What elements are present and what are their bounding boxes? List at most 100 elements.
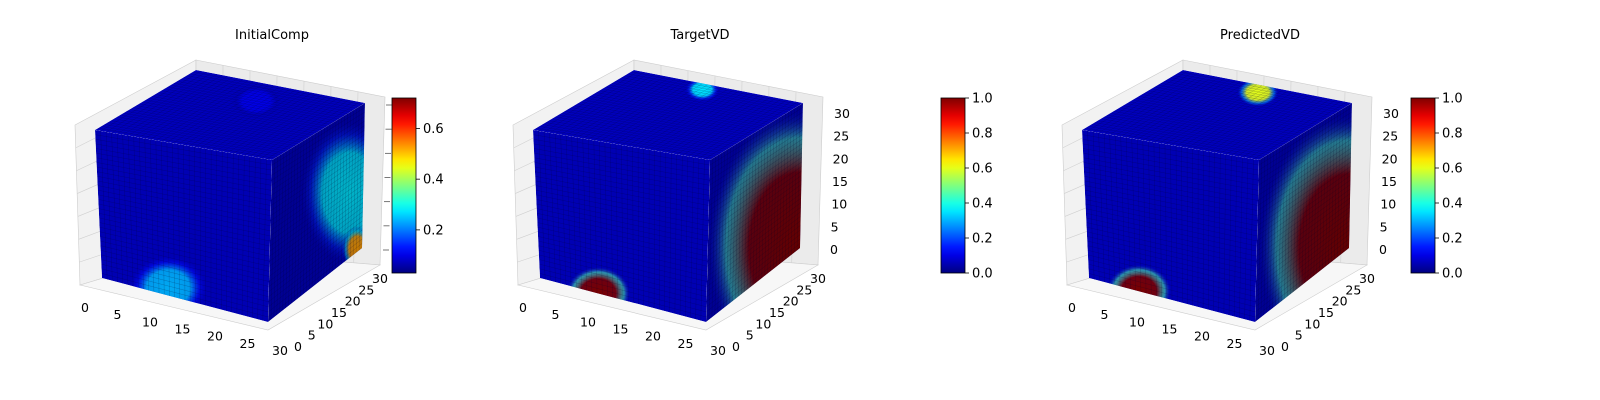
voxel-line [695,158,700,320]
voxel-line [268,220,363,292]
voxel-line [533,148,710,181]
voxel-line [183,77,354,111]
voxel-line [1255,225,1350,297]
voxel-line [1083,166,1259,201]
top-face [1082,70,1352,160]
voxel-line [1084,185,1258,221]
voxel-line [233,95,329,154]
voxel-line [1256,197,1351,267]
voxel-line [1092,131,1100,281]
x-tick-label: 0 [519,300,527,315]
voxel-line [1192,90,1289,149]
voxel-line [270,139,365,201]
voxel-line [177,85,276,145]
voxel-line [269,202,364,272]
voxel-line [533,139,710,171]
voxel-line [624,75,795,109]
voxel-line [1223,154,1227,314]
voxel-line [260,100,355,159]
voxel-line [539,273,707,318]
voxel-line [1258,107,1352,166]
voxel-line [1203,92,1300,151]
voxel-line [1109,74,1210,135]
voxel-line [536,199,709,237]
voxel-line [268,229,363,302]
voxel-line [158,92,331,125]
voxel-line [1137,80,1236,140]
voxel-line [97,185,271,221]
voxel-line [551,118,728,150]
voxel-line [1088,126,1265,157]
voxel-line [1119,107,1294,139]
voxel-line [706,216,801,287]
voxel-line [96,171,271,206]
voxel-line [1175,145,1178,302]
voxel-line [270,157,365,221]
voxel-line [294,143,299,302]
voxel-line [1083,157,1259,191]
voxel-line [194,146,196,303]
voxel-cube [95,70,365,322]
voxel-line [99,236,270,277]
voxel-line [707,202,802,272]
voxel-line [244,97,339,156]
voxel-line [1255,243,1350,318]
x-tick-label: 25 [678,336,694,351]
voxel-line [308,135,313,290]
y-tick-label: 20 [345,294,361,309]
voxel-line [621,77,792,111]
voxel-line [1218,153,1221,313]
voxel-line [539,259,707,302]
voxel-line [1082,148,1259,181]
voxel-line [1239,157,1243,318]
voxel-line [1255,234,1350,308]
voxel-line [221,151,223,310]
colorbar-tick-label: 0.2 [972,232,993,247]
y-tick-label: 15 [331,305,347,320]
voxel-line [100,250,269,292]
voxel-line [632,146,634,303]
voxel-line [1325,117,1329,267]
voxel-line [154,94,328,127]
voxel-line [1129,101,1303,134]
voxel-line [1103,133,1110,284]
voxel-line [1295,135,1300,290]
voxel-line [269,188,364,257]
voxel-line [320,127,325,281]
voxel-line [535,180,709,216]
voxel-line [560,134,567,285]
voxel-line [268,243,363,318]
voxel-line [586,97,760,130]
x-tick-label: 10 [142,314,158,329]
top-face [533,70,803,160]
voxel-line [1164,144,1168,299]
voxel-line [107,122,284,154]
voxel-line [577,78,677,138]
y-tick-label: 10 [755,316,771,331]
voxel-line [189,73,360,107]
voxel-line [161,82,260,142]
y-tick-label: 15 [1318,305,1334,320]
voxel-line [1339,108,1344,255]
voxel-line [100,130,108,280]
z-tick-label: 25 [833,129,849,144]
voxel-line [566,75,666,136]
voxel-line [268,234,363,308]
voxel-line [1228,155,1232,316]
voxel-line [1107,114,1283,146]
voxel-line [1256,170,1351,237]
voxel-line [593,140,598,294]
voxel-line [1186,89,1284,149]
voxel-line [101,263,269,308]
y-tick-label: 0 [732,339,740,354]
voxel-line [120,114,296,146]
voxel-line [611,82,783,116]
voxel-line [252,157,256,318]
voxel-line [537,236,708,277]
voxel-line [1085,208,1257,247]
voxel-line [95,143,272,176]
voxel-line [1087,245,1256,287]
voxel-line [1281,143,1286,302]
voxel-line [161,141,165,295]
x-tick-label: 25 [240,336,256,351]
